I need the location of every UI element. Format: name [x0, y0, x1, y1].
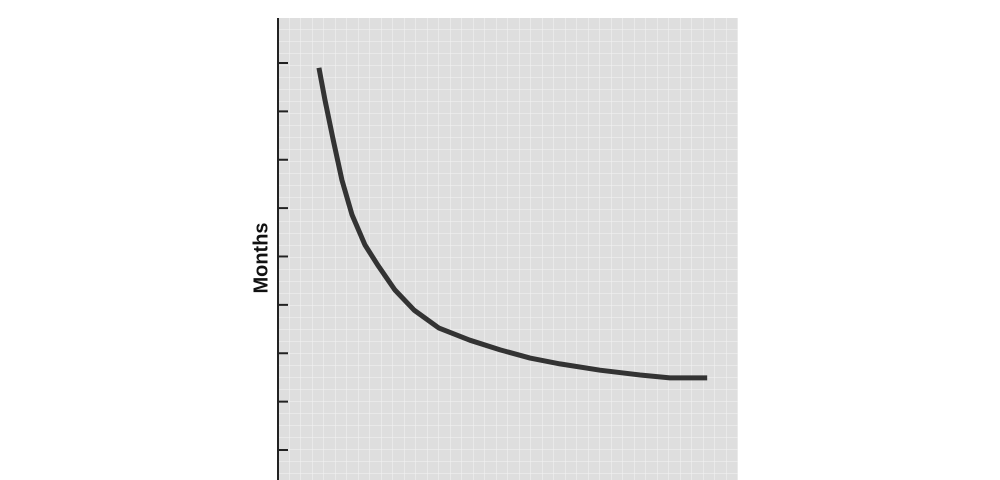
line	[316, 67, 708, 381]
y-axis-label: Months	[250, 222, 272, 293]
plot-area	[278, 18, 738, 480]
